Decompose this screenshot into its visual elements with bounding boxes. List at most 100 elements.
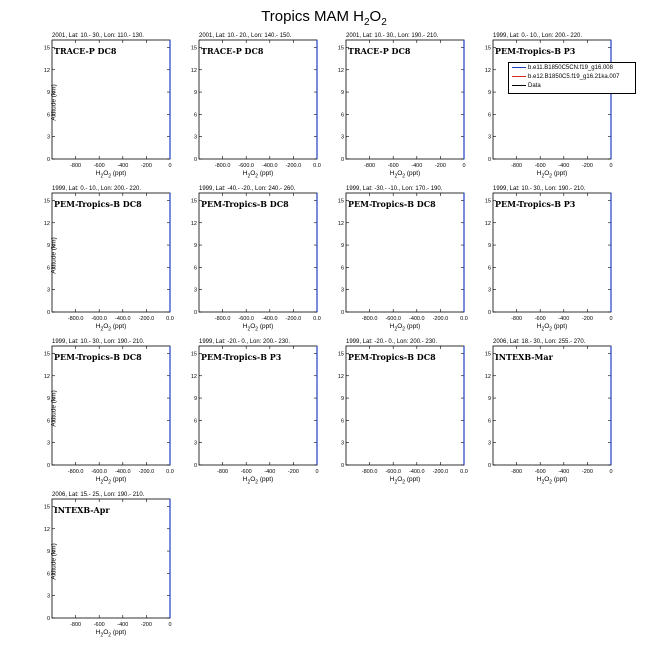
y-tick-label: 3 xyxy=(47,135,50,141)
x-tick-label: -200.0 xyxy=(433,469,449,475)
x-tick-label: -200.0 xyxy=(139,469,155,475)
y-tick-label: 12 xyxy=(485,374,491,380)
plot-frame xyxy=(51,498,171,619)
x-tick-label: -600.0 xyxy=(238,316,254,322)
y-tick-label: 12 xyxy=(44,374,50,380)
x-tick-label: -200 xyxy=(141,163,152,169)
x-axis-label-sub: 2 xyxy=(541,326,545,333)
y-tick-label: 12 xyxy=(485,221,491,227)
x-axis-label: H2O2 (ppt) xyxy=(199,170,317,179)
x-axis-label-o: O xyxy=(103,170,109,177)
x-tick-label: -200.0 xyxy=(286,163,302,169)
y-tick-label: 6 xyxy=(194,418,197,424)
legend-item-model1: b.e11.B1850C5CN.f19_g16.008 xyxy=(512,65,613,71)
panel-plot: 0 3 6 9 12 15 -800.0 -600.0 -400.0 -200.0 0.0 xyxy=(338,345,468,475)
y-tick-label: 9 xyxy=(488,90,491,96)
y-tick-label: 6 xyxy=(341,265,344,271)
panel-header: 2001, Lat: 10.- 30., Lon: 110.- 130. xyxy=(52,33,144,39)
y-tick-label: 15 xyxy=(485,351,491,357)
chart-panel: 1999, Lat: -30.- -10., Lon: 170.- 190. 0 3… xyxy=(338,186,496,336)
x-tick-label: 0 xyxy=(168,163,171,169)
x-tick-label: -800.0 xyxy=(68,316,84,322)
x-axis-label-o: O xyxy=(544,323,550,330)
y-tick-label: 9 xyxy=(47,549,50,555)
x-tick-label: 0 xyxy=(168,622,171,628)
plot-frame xyxy=(345,39,465,160)
x-axis-label-sub: 2 xyxy=(100,632,104,639)
y-tick-label: 0 xyxy=(194,157,197,163)
y-tick-label: 0 xyxy=(47,616,50,622)
x-axis-label: H2O2 (ppt) xyxy=(52,323,170,332)
x-axis-label-unit: (ppt) xyxy=(552,170,568,177)
x-tick-label: -400 xyxy=(117,622,128,628)
x-axis-label-unit: (ppt) xyxy=(405,170,421,177)
panel-header: 1999, Lat: 0.- 10., Lon: 200.- 220. xyxy=(493,33,583,39)
x-axis-label-sub2: 2 xyxy=(108,632,112,639)
x-tick-label: -400 xyxy=(117,163,128,169)
panel-plot: 0 3 6 9 12 15 -800 -600 -400 -200 0 xyxy=(338,39,466,169)
y-tick-label: 9 xyxy=(194,243,197,249)
chart-panel: 2006, Lat: 18.- 30., Lon: 255.- 270. 0 3 6 9… xyxy=(485,339,643,489)
x-axis-label-unit: (ppt) xyxy=(258,323,274,330)
x-axis-label: H2O2 (ppt) xyxy=(346,323,464,332)
y-tick-label: 12 xyxy=(191,221,197,227)
legend-label-model2: b.e12.B1850C5.f19_g16.21ka.007 xyxy=(528,74,620,80)
y-tick-label: 0 xyxy=(47,157,50,163)
y-tick-label: 3 xyxy=(47,594,50,600)
x-tick-label: -200.0 xyxy=(286,316,302,322)
x-tick-label: -200 xyxy=(435,163,446,169)
x-axis-label-o: O xyxy=(397,323,403,330)
x-tick-label: -800 xyxy=(364,163,375,169)
x-tick-label: -800 xyxy=(70,163,81,169)
plot-frame xyxy=(51,345,171,466)
y-tick-label: 3 xyxy=(341,441,344,447)
x-axis-label-o: O xyxy=(397,170,403,177)
x-tick-label: -400 xyxy=(264,469,275,475)
plot-frame xyxy=(51,39,171,160)
y-tick-label: 3 xyxy=(194,288,197,294)
x-axis-label-h: H xyxy=(242,323,248,330)
x-tick-label: -600.0 xyxy=(385,316,401,322)
x-axis-label-unit: (ppt) xyxy=(111,170,127,177)
x-axis-label-sub: 2 xyxy=(100,479,104,486)
y-tick-label: 12 xyxy=(191,374,197,380)
plot-frame xyxy=(492,192,612,313)
x-axis-label-h: H xyxy=(95,170,101,177)
x-tick-label: -800.0 xyxy=(362,469,378,475)
chart-panel: 1999, Lat: 0.- 10., Lon: 200.- 220. 0 3 6 9 1… xyxy=(44,186,202,336)
chart-panel: 1999, Lat: 0.- 10., Lon: 200.- 220. 0 3 6 9 1… xyxy=(485,33,643,183)
campaign-label: TRACE-P DC8 xyxy=(348,46,411,56)
y-axis-label: Altitude (km) xyxy=(50,390,58,427)
x-axis-label-o: O xyxy=(103,629,109,636)
x-axis-label-h: H xyxy=(389,476,395,483)
x-tick-label: -600.0 xyxy=(238,163,254,169)
y-tick-label: 12 xyxy=(485,68,491,74)
y-tick-label: 3 xyxy=(341,288,344,294)
campaign-label: INTEXB-Mar xyxy=(495,352,553,362)
x-axis-label: H2O2 (ppt) xyxy=(199,323,317,332)
y-tick-label: 9 xyxy=(488,243,491,249)
x-axis-label-sub2: 2 xyxy=(108,479,112,486)
x-axis-label-sub2: 2 xyxy=(402,326,406,333)
x-tick-label: -200 xyxy=(582,316,593,322)
x-axis-label-sub: 2 xyxy=(247,479,251,486)
campaign-label: INTEXB-Apr xyxy=(54,505,110,515)
y-axis-label: Altitude (km) xyxy=(50,84,58,121)
x-axis-label-sub2: 2 xyxy=(255,326,259,333)
x-tick-label: -800.0 xyxy=(362,316,378,322)
y-tick-label: 15 xyxy=(44,45,50,51)
x-tick-label: -800 xyxy=(70,622,81,628)
y-tick-label: 0 xyxy=(194,463,197,469)
x-axis-label-h: H xyxy=(242,476,248,483)
x-axis-label-unit: (ppt) xyxy=(258,476,274,483)
panel-plot: 0 3 6 9 12 15 -800 -600 -400 -200 0 xyxy=(44,498,172,628)
y-tick-label: 15 xyxy=(338,198,344,204)
y-tick-label: 3 xyxy=(194,135,197,141)
y-tick-label: 3 xyxy=(488,288,491,294)
x-tick-label: -800.0 xyxy=(215,163,231,169)
x-tick-label: 0.0 xyxy=(460,469,468,475)
panel-plot: 0 3 6 9 12 15 -800 -600 -400 -200 0 xyxy=(485,39,613,169)
x-axis-label-unit: (ppt) xyxy=(405,323,421,330)
x-tick-label: -600 xyxy=(535,469,546,475)
x-axis-label-h: H xyxy=(242,170,248,177)
